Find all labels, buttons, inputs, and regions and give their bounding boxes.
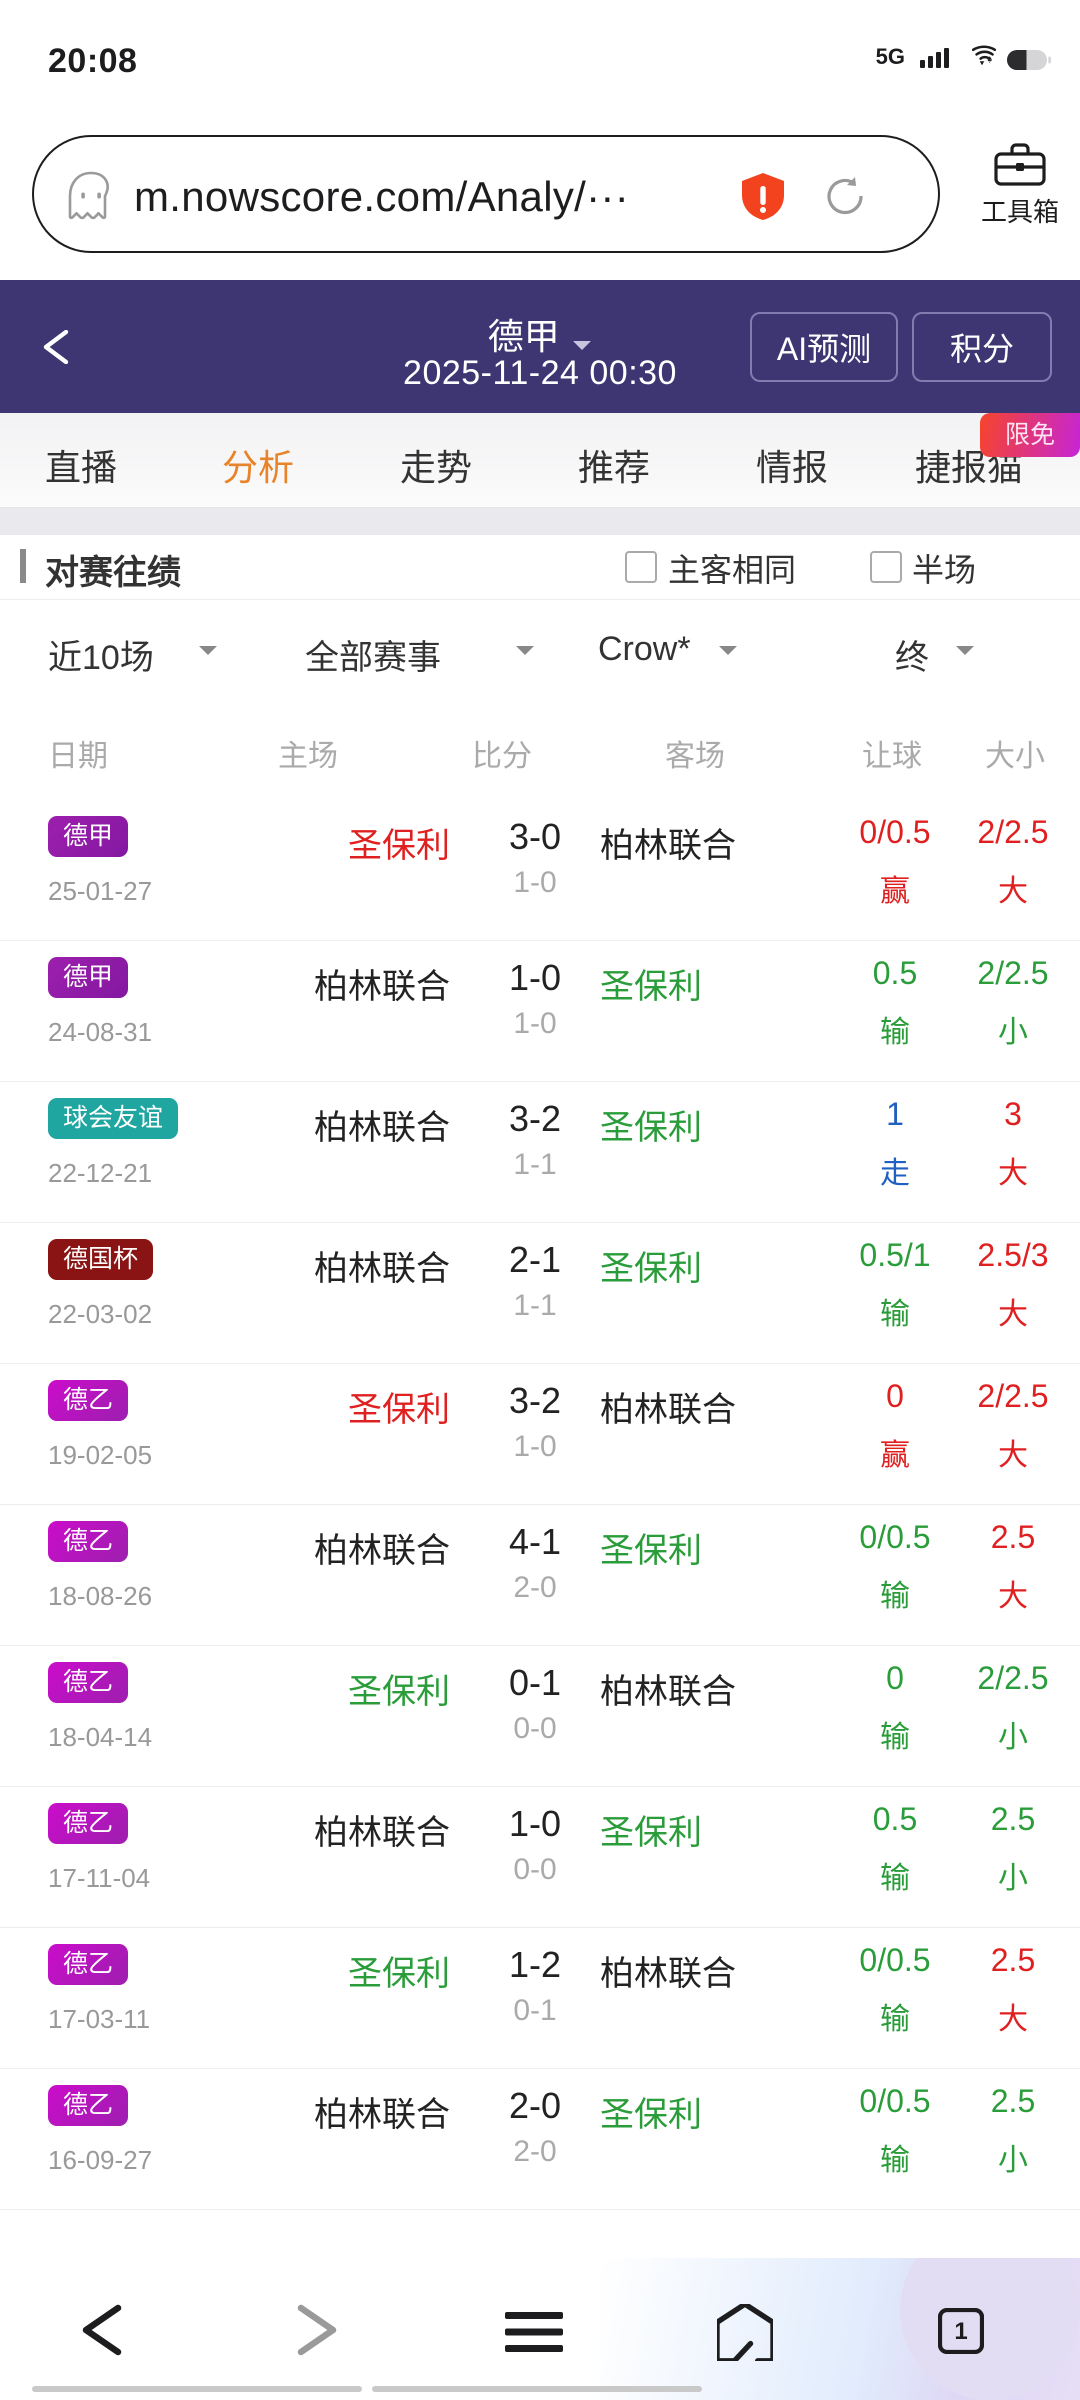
svg-text:1: 1 — [954, 2318, 967, 2345]
